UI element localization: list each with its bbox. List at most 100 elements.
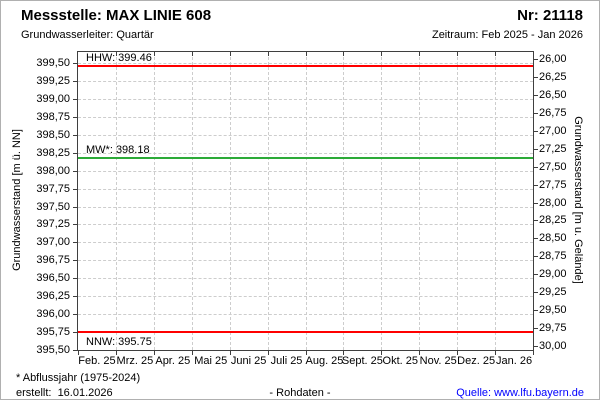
x-tick-label: Feb. 25 [78,355,116,367]
right-tick-mark [533,130,538,132]
left-tick-mark [73,242,78,244]
right-tick-mark [533,256,538,258]
left-tick-mark [73,278,78,280]
left-tick-label: 396,50 [36,272,70,285]
station-number: Nr: 21118 [517,7,583,24]
v-gridline [343,52,345,350]
left-tick-mark [73,80,78,82]
right-tick-mark [533,184,538,186]
x-tick-label: Dez. 25 [457,355,496,367]
top-tick-mark [115,52,117,56]
top-tick-mark [381,52,383,56]
right-tick-label: 27,75 [539,178,567,191]
left-tick-label: 397,50 [36,200,70,213]
footnote: * Abflussjahr (1975-2024) [16,372,141,384]
left-tick-label: 397,25 [36,218,70,231]
right-tick-mark [533,166,538,168]
right-tick-label: 29,25 [539,286,567,299]
source-link[interactable]: Quelle: www.lfu.bayern.de [456,387,584,399]
x-tick-label: Juli 25 [270,355,303,367]
bottom-tick-mark [305,350,307,355]
left-tick-mark [73,206,78,208]
left-tick-mark [73,134,78,136]
right-tick-label: 27,00 [539,124,567,137]
x-tick-label: Sept. 25 [341,355,383,367]
bottom-tick-mark [343,350,345,355]
right-tick-label: 26,25 [539,70,567,83]
right-tick-label: 28,00 [539,196,567,209]
right-tick-mark [533,274,538,276]
right-tick-mark [533,292,538,294]
right-tick-mark [533,220,538,222]
x-tick-label: Mai 25 [194,355,228,367]
left-tick-label: 397,75 [36,182,70,195]
station-title: Messstelle: MAX LINIE 608 [21,7,212,24]
right-tick-label: 28,25 [539,214,567,227]
right-tick-label: 28,50 [539,232,567,245]
right-tick-mark [533,238,538,240]
left-tick-label: 395,50 [36,344,70,357]
mw-label: MW*: 398.18 [86,143,150,156]
hhw-line [78,64,533,67]
left-tick-label: 397,00 [36,236,70,249]
left-tick-label: 399,25 [36,74,70,87]
left-tick-mark [73,63,78,64]
right-tick-mark [533,59,538,60]
right-tick-label: 27,50 [539,160,567,173]
right-tick-mark [533,148,538,150]
created-date: erstellt: 16.01.2026 [16,387,113,399]
bottom-tick-mark [191,350,193,355]
period-label: Zeitraum: Feb 2025 - Jan 2026 [431,29,583,41]
top-tick-mark [419,52,421,56]
right-tick-mark [533,76,538,78]
right-tick-label: 26,75 [539,106,567,119]
bottom-tick-mark [229,350,231,355]
bottom-tick-mark [267,350,269,355]
v-gridline [381,52,383,350]
v-gridline [495,52,497,350]
v-gridline [115,52,117,350]
right-tick-label: 30,00 [539,340,567,353]
x-tick-label: Aug. 25 [305,355,344,367]
left-tick-mark [73,314,78,316]
data-type-label: - Rohdaten - [269,387,331,399]
nnw-line [78,331,533,334]
right-tick-label: 29,50 [539,304,567,317]
left-tick-label: 398,25 [36,146,70,159]
right-tick-mark [533,112,538,114]
right-tick-mark [533,310,538,312]
top-tick-mark [191,52,193,56]
x-tick-label: Juni 25 [230,355,267,367]
left-tick-mark [73,152,78,154]
left-tick-mark [73,332,78,334]
right-tick-label: 26,00 [539,53,567,65]
top-tick-mark [153,52,155,56]
left-tick-mark [73,116,78,118]
left-tick-label: 398,75 [36,110,70,123]
left-tick-label: 395,75 [36,326,70,339]
top-tick-mark [267,52,269,56]
bottom-tick-mark [419,350,421,355]
plot-area: 399,50 399,25 399,00 398,75 398,50 398,25 398,… [36,51,567,367]
top-tick-mark [457,52,459,56]
top-tick-mark [495,52,497,56]
bottom-tick-mark [78,350,79,355]
bottom-tick-mark [495,350,497,355]
x-tick-label: Nov. 25 [419,355,457,367]
top-tick-mark [343,52,345,56]
bottom-tick-mark [153,350,155,355]
left-tick-mark [73,188,78,190]
right-tick-label: 26,50 [539,88,567,101]
v-gridline [229,52,231,350]
v-gridline [419,52,421,350]
top-tick-mark [305,52,307,56]
bottom-tick-mark [115,350,117,355]
right-tick-mark [533,94,538,96]
left-tick-mark [73,296,78,298]
left-tick-label: 399,50 [36,57,70,69]
hhw-label: HHW: 399.46 [86,51,152,64]
left-tick-label: 398,00 [36,164,70,177]
right-tick-label: 28,75 [539,250,567,263]
right-tick-mark [533,202,538,204]
